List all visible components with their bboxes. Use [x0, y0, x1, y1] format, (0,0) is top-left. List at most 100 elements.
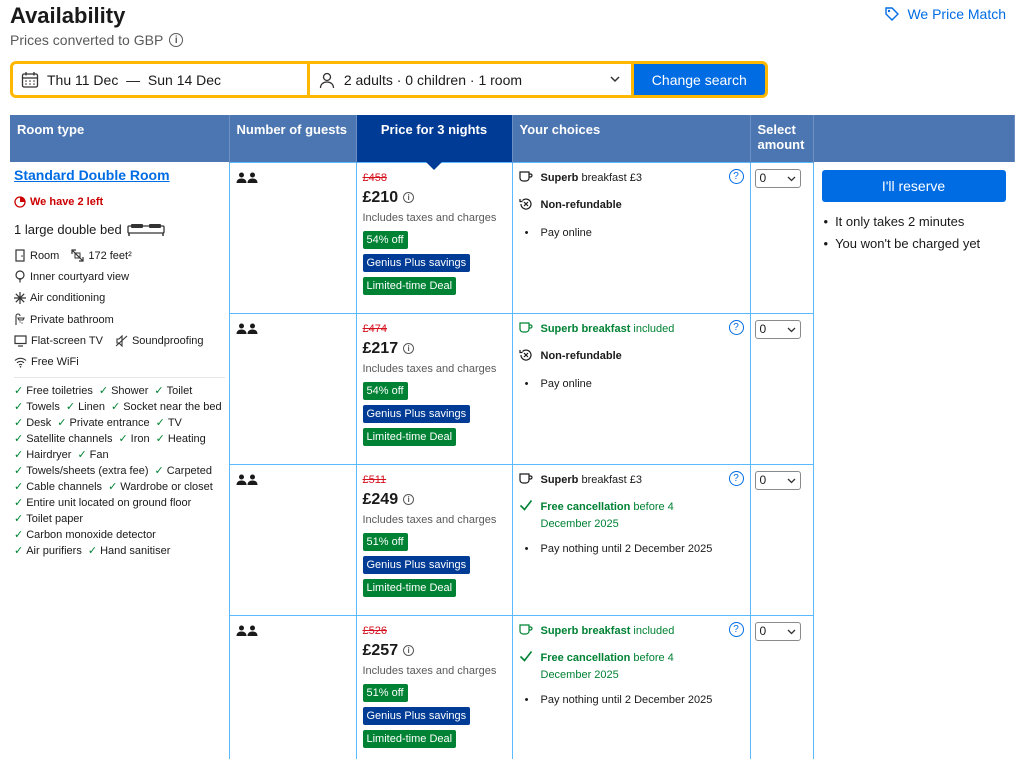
deal-badge: Limited-time Deal — [362, 729, 457, 748]
check-icon: ✓ — [77, 449, 87, 461]
deal-badge: Limited-time Deal — [362, 276, 457, 295]
amenity-item: ✓ Towels — [14, 400, 60, 414]
help-icon[interactable]: ? — [728, 470, 744, 486]
cancellation-policy: Non-refundable — [518, 348, 744, 368]
two-adults-icon — [230, 616, 356, 759]
guests-cell — [228, 614, 357, 759]
check-icon: ✓ — [14, 401, 24, 413]
genius-badge: Genius Plus savings — [362, 706, 471, 725]
discount-badge: 51% off — [362, 683, 408, 702]
header-reserve — [813, 115, 1015, 162]
original-price: £474 — [362, 322, 387, 335]
payment-policy: • Pay online — [524, 226, 592, 239]
meal-choice: Superb breakfast included — [518, 321, 744, 340]
coffee-cup-icon — [518, 170, 533, 182]
amenity-item: ✓ Carpeted — [154, 464, 212, 478]
header-choices: Your choices — [512, 115, 751, 162]
price-currency-note: Prices converted to GBP i — [10, 32, 184, 48]
choices-cell: ? Superb breakfast included Free cancellat… — [511, 614, 751, 759]
date-range-text[interactable]: Thu 11 Dec — Sun 14 Dec — [47, 71, 222, 88]
room-amount-select[interactable]: 0 — [754, 621, 801, 641]
chevron-down-icon — [787, 629, 795, 634]
check-icon: ✓ — [14, 385, 24, 397]
two-adults-icon — [230, 163, 356, 313]
rooms-left-text: We have 2 left — [30, 196, 104, 208]
coffee-cup-icon — [518, 472, 533, 484]
table-row: £526 £257 i Includes taxes and charges 51% o… — [10, 614, 1014, 759]
facility-room: Room — [14, 249, 59, 262]
help-icon[interactable]: ? — [728, 168, 744, 184]
soundproof-icon — [115, 335, 128, 347]
amenity-item: ✓ Toilet paper — [14, 512, 84, 526]
amenity-item: ✓ Toilet — [154, 384, 193, 398]
header-price: Price for 3 nights — [356, 115, 513, 170]
guests-picker[interactable]: 2 adults · 0 children · 1 room — [309, 64, 631, 95]
price-match-label[interactable]: We Price Match — [907, 6, 1006, 22]
meal-choice: Superb breakfast £3 — [518, 472, 744, 491]
calendar-icon — [21, 71, 39, 88]
payment-policy: • Pay nothing until 2 December 2025 — [524, 693, 713, 706]
area-icon — [71, 249, 84, 262]
price-match-link[interactable]: We Price Match — [884, 6, 1006, 22]
room-name-link[interactable]: Standard Double Room — [14, 167, 170, 183]
door-icon — [15, 249, 25, 262]
reserve-cell: I'll reserve It only takes 2 minutes You… — [812, 162, 1014, 759]
room-amount-select[interactable]: 0 — [754, 319, 801, 339]
reserve-button[interactable]: I'll reserve — [821, 170, 1006, 202]
amenity-item: ✓ Hairdryer — [14, 448, 72, 462]
two-adults-icon — [230, 465, 356, 615]
subtitle-text: Prices converted to GBP — [10, 32, 164, 48]
change-search-button[interactable]: Change search — [633, 64, 765, 95]
facility-tv: Flat-screen TV — [14, 335, 103, 347]
amenity-item: ✓ TV — [155, 416, 182, 430]
coffee-cup-icon — [518, 623, 533, 635]
price-tag-icon — [885, 7, 900, 21]
discounted-price: £249 i — [363, 491, 506, 509]
info-icon[interactable]: i — [403, 343, 415, 354]
tree-icon — [15, 270, 25, 283]
check-icon: ✓ — [14, 497, 24, 509]
help-icon[interactable]: ? — [728, 319, 744, 335]
guests-text[interactable]: 2 adults · 0 children · 1 room — [343, 71, 523, 88]
table-row: £511 £249 i Includes taxes and charges 51% o… — [10, 463, 1014, 616]
check-icon: ✓ — [155, 417, 165, 429]
check-icon: ✓ — [14, 513, 24, 525]
amenity-item: ✓ Private entrance — [57, 416, 150, 430]
amenity-item: ✓ Shower — [98, 384, 149, 398]
person-icon — [319, 72, 334, 88]
non-refundable-icon — [518, 348, 532, 361]
amenity-item: ✓ Hand sanitiser — [87, 544, 171, 558]
guests-cell — [228, 161, 357, 314]
price-cell: £474 £217 i Includes taxes and charges 54% o… — [355, 312, 513, 465]
bed-text: 1 large double bed — [14, 222, 122, 237]
original-price: £458 — [362, 171, 387, 184]
info-icon[interactable]: i — [403, 192, 415, 203]
check-icon: ✓ — [65, 401, 76, 413]
check-icon: ✓ — [57, 417, 67, 429]
room-amount-select[interactable]: 0 — [754, 168, 801, 188]
amount-cell: 0 — [749, 161, 814, 314]
discounted-price: £210 i — [363, 189, 506, 207]
info-icon[interactable]: i — [169, 33, 184, 47]
table-row: £474 £217 i Includes taxes and charges 54% o… — [10, 312, 1014, 465]
discount-badge: 51% off — [362, 532, 408, 551]
tv-icon — [14, 335, 27, 347]
check-icon: ✓ — [14, 433, 24, 445]
facility-view: Inner courtyard view — [14, 270, 129, 283]
amenity-item: ✓ Socket near the bed — [110, 400, 222, 414]
info-icon[interactable]: i — [403, 645, 415, 656]
header-room-type: Room type — [10, 115, 230, 162]
two-adults-icon — [230, 314, 356, 464]
facility-size: 172 feet² — [71, 249, 132, 262]
date-picker[interactable]: Thu 11 Dec — Sun 14 Dec — [13, 64, 307, 95]
amenity-item: ✓ Satellite channels — [14, 432, 113, 446]
amenity-item: ✓ Carbon monoxide detector — [14, 528, 156, 542]
facility-ac: Air conditioning — [14, 292, 105, 304]
chevron-down-icon — [610, 76, 620, 83]
divider — [14, 377, 225, 378]
help-icon[interactable]: ? — [728, 621, 744, 637]
chevron-down-icon — [787, 478, 795, 483]
double-bed-icon — [127, 223, 165, 236]
room-amount-select[interactable]: 0 — [754, 470, 801, 490]
info-icon[interactable]: i — [403, 494, 415, 505]
